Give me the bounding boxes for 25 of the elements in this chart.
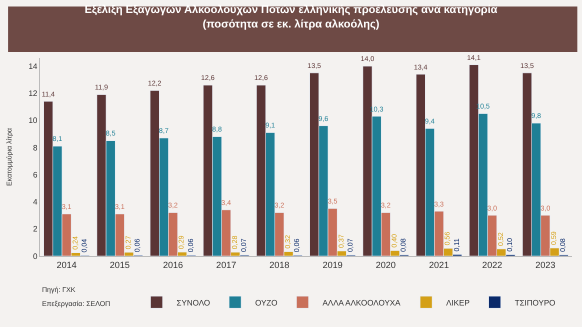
y-tick-label: 2 xyxy=(32,224,38,234)
y-tick-label: 14 xyxy=(28,62,38,71)
x-tick-label: 2022 xyxy=(482,260,502,270)
chart-title: Εξέλιξη Εξαγωγών Αλκοολούχων Ποτών ελληνικής προέλευσης ανά κατηγορία xyxy=(84,4,498,16)
x-tick-label: 2021 xyxy=(428,260,450,270)
legend-label: ΟΥΖΟ xyxy=(255,298,278,308)
x-tick-label: 2017 xyxy=(216,260,236,270)
y-tick-label: 6 xyxy=(32,170,38,180)
legend-label: ΛΙΚΕΡ xyxy=(446,298,470,308)
y-tick-label: 8 xyxy=(32,143,38,152)
chart-subtitle: (ποσότητα σε εκ. λίτρα αλκοόλης) xyxy=(202,18,380,30)
x-tick-label: 2018 xyxy=(269,260,290,270)
legend-label: ΑΛΛΑ ΑΛΚΟΟΛΟΥΧΑ xyxy=(322,298,402,308)
x-tick-label: 2015 xyxy=(110,260,130,270)
x-tick-label: 2016 xyxy=(162,260,184,270)
y-tick-label: 10 xyxy=(28,116,38,126)
x-tick-label: 2014 xyxy=(56,260,77,270)
legend-label: ΤΣΙΠΟΥΡΟ xyxy=(514,298,556,308)
x-tick-label: 2019 xyxy=(322,260,343,270)
x-tick-label: 2020 xyxy=(376,260,396,270)
x-tick-label: 2023 xyxy=(535,260,556,270)
y-tick-label: 12 xyxy=(28,89,38,98)
y-tick-label: 4 xyxy=(32,198,38,207)
legend-label: ΣΥΝΟΛΟ xyxy=(176,298,210,308)
y-tick-label: 0 xyxy=(32,252,38,261)
